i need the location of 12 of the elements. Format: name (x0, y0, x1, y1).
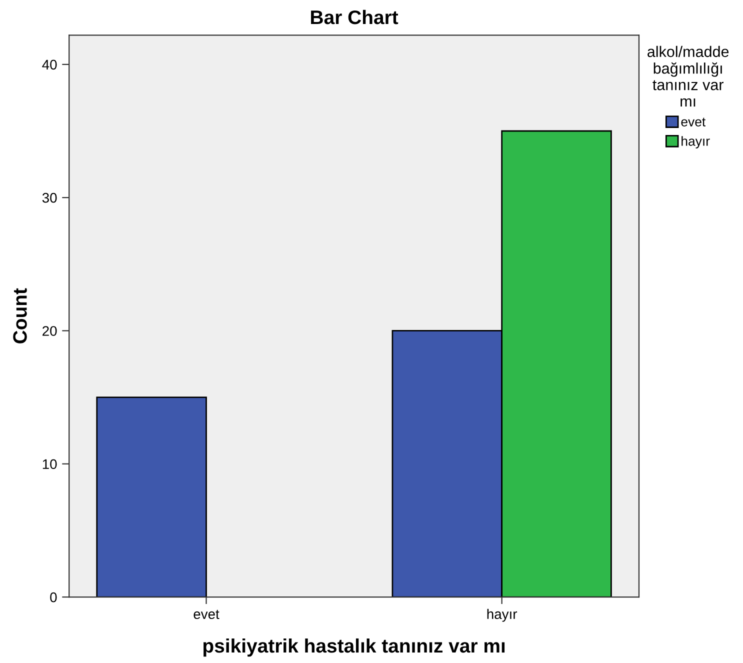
x-axis-title: psikiyatrik hastalık tanınız var mı (203, 638, 505, 657)
legend-label: hayır (682, 136, 710, 148)
y-axis-title: Count (13, 288, 27, 344)
y-tick-label: 40 (42, 60, 57, 70)
legend-title: alkol/madde bağımlılığı tanınız var mı (648, 46, 729, 107)
y-tick-label: 10 (42, 459, 57, 470)
y-tick-label: 20 (42, 326, 57, 336)
y-tick-label: 30 (42, 192, 57, 203)
bar (96, 396, 207, 598)
y-tick-label: 0 (50, 592, 57, 602)
chart-title: Bar Chart (311, 10, 398, 24)
legend-label: evet (681, 118, 706, 126)
